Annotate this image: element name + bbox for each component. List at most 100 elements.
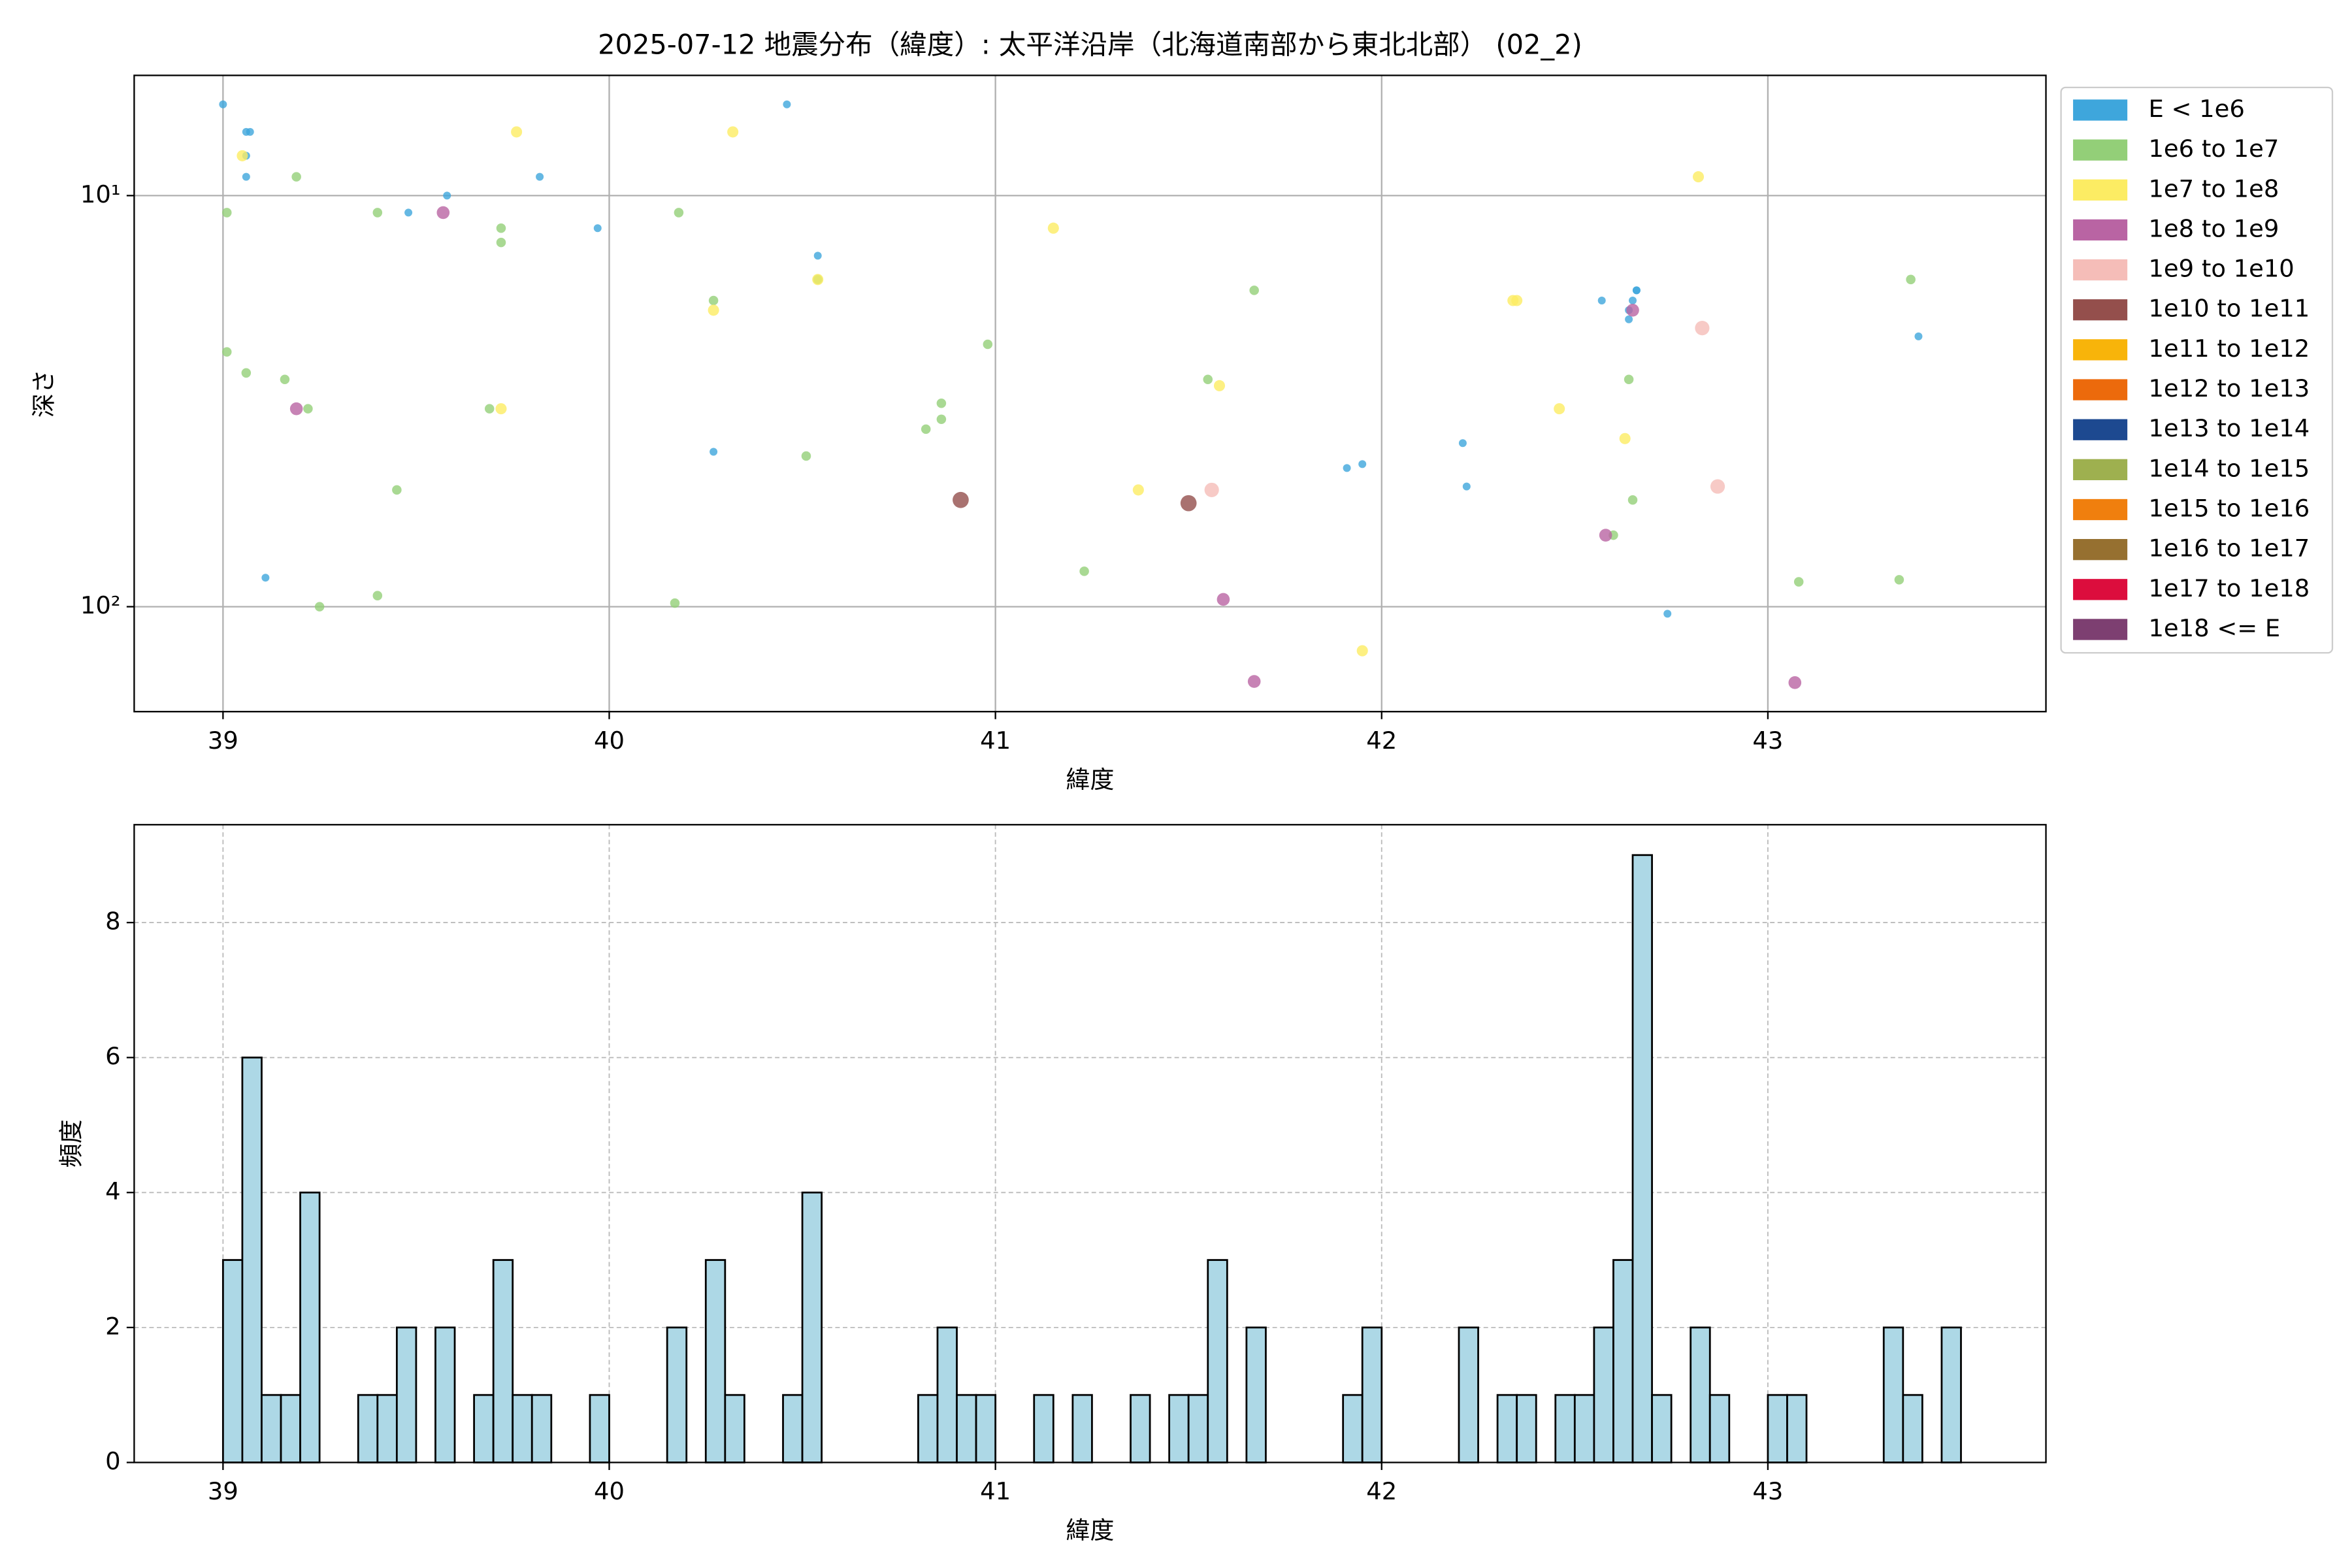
histogram-bar: [666, 1326, 688, 1463]
scatter-point: [1079, 566, 1089, 576]
histogram-bar: [1071, 1394, 1093, 1463]
legend-label: 1e14 to 1e15: [2148, 454, 2310, 482]
legend-label: 1e17 to 1e18: [2148, 574, 2310, 602]
histogram-bar: [299, 1191, 321, 1463]
scatter-point: [1356, 645, 1368, 657]
scatter-point: [1217, 593, 1230, 606]
scatter-point: [1626, 303, 1639, 317]
scatter-point: [1914, 332, 1923, 340]
histogram-bar: [1496, 1394, 1518, 1463]
scatter-point: [1554, 403, 1565, 415]
legend-swatch: [2073, 219, 2128, 241]
scatter-point: [261, 574, 270, 582]
scatter-point: [953, 491, 969, 508]
legend-label: 1e10 to 1e11: [2148, 295, 2310, 323]
x-tick-label: 40: [594, 1477, 625, 1505]
scatter-point: [1599, 529, 1612, 542]
legend-swatch: [2073, 379, 2128, 400]
x-tick-label: 41: [980, 727, 1011, 755]
histogram-bar: [1651, 1394, 1673, 1463]
histogram-bar: [1245, 1326, 1267, 1463]
histogram-bar: [1882, 1326, 1904, 1463]
scatter-point: [303, 404, 313, 414]
legend-label: 1e6 to 1e7: [2148, 135, 2279, 163]
legend-label: 1e13 to 1e14: [2148, 414, 2310, 442]
histogram-bar: [1902, 1394, 1923, 1463]
histogram-bar: [241, 1056, 263, 1463]
scatter-point: [246, 127, 254, 136]
legend-label: E < 1e6: [2148, 95, 2244, 123]
scatter-point: [404, 208, 413, 217]
histogram-bar: [704, 1259, 727, 1463]
y-tick-label: 4: [105, 1177, 120, 1205]
x-tick-label: 43: [1752, 727, 1783, 755]
histogram-bar: [1168, 1394, 1190, 1463]
histogram-bar: [1207, 1259, 1228, 1463]
histogram-bar: [936, 1326, 958, 1463]
scatter-point: [1458, 439, 1467, 448]
scatter-point: [1632, 286, 1641, 295]
scatter-point: [1625, 315, 1633, 323]
scatter-point: [221, 347, 232, 357]
legend-swatch: [2073, 619, 2128, 640]
scatter-point: [436, 206, 450, 220]
histogram-bar: [434, 1326, 456, 1463]
histogram-bar: [801, 1191, 823, 1463]
scatter-point: [1047, 222, 1059, 234]
scatter-point: [670, 598, 680, 608]
histogram-bar: [280, 1394, 301, 1463]
histogram-bar: [1690, 1326, 1711, 1463]
y-tick-label: 8: [105, 907, 120, 936]
scatter-point: [1627, 495, 1638, 505]
scatter-point: [983, 339, 993, 350]
scatter-point: [936, 398, 947, 408]
histogram-bar: [1361, 1326, 1383, 1463]
legend-swatch: [2073, 498, 2128, 521]
legend-swatch: [2073, 99, 2128, 121]
scatter-point: [314, 602, 325, 612]
scatter-point: [727, 126, 739, 138]
scatter-point: [1710, 479, 1725, 494]
scatter-point: [1511, 295, 1523, 306]
histogram-bar: [1033, 1394, 1054, 1463]
scatter-point: [801, 451, 811, 461]
legend-label: 1e16 to 1e17: [2148, 534, 2310, 563]
scatter-point: [1203, 374, 1213, 385]
scatter-point: [936, 414, 947, 424]
chart-title: 2025-07-12 地震分布（緯度）: 太平洋沿岸（北海道南部から東北北部） …: [598, 29, 1582, 61]
scatter-point: [1793, 577, 1804, 587]
legend-swatch: [2073, 139, 2128, 161]
histogram-bar: [531, 1394, 553, 1463]
legend-label: 1e12 to 1e13: [2148, 374, 2310, 402]
legend-label: 1e11 to 1e12: [2148, 335, 2310, 363]
scatter-point: [674, 208, 684, 218]
scatter-point: [496, 237, 506, 248]
y-tick-label: 0: [105, 1447, 120, 1475]
legend-swatch: [2073, 539, 2128, 561]
legend-label: 1e15 to 1e16: [2148, 495, 2310, 523]
scatter-point: [1462, 482, 1471, 491]
legend-swatch: [2073, 459, 2128, 480]
plot-frame: [133, 824, 2047, 1463]
histogram-bar: [221, 1259, 244, 1463]
y-tick-label: 10¹: [80, 180, 121, 208]
x-tick-label: 39: [208, 1477, 238, 1505]
scatter-point: [219, 100, 227, 108]
scatter-point: [280, 374, 290, 385]
y-axis-label: 頻度: [57, 1119, 85, 1168]
x-axis-label: 緯度: [1066, 1516, 1115, 1544]
histogram-bar: [1940, 1326, 1962, 1463]
histogram-bar: [395, 1326, 417, 1463]
histogram-bar: [1516, 1394, 1537, 1463]
legend-swatch: [2073, 299, 2128, 321]
histogram-bar: [1342, 1394, 1364, 1463]
scatter-point: [484, 404, 495, 414]
legend-box: [2060, 86, 2334, 654]
scatter-point: [708, 304, 719, 316]
histogram-bar: [261, 1394, 282, 1463]
x-tick-label: 40: [594, 727, 625, 755]
legend-label: 1e9 to 1e10: [2148, 255, 2294, 283]
scatter-point: [1619, 433, 1631, 444]
y-axis-label: 深さ: [30, 369, 58, 417]
